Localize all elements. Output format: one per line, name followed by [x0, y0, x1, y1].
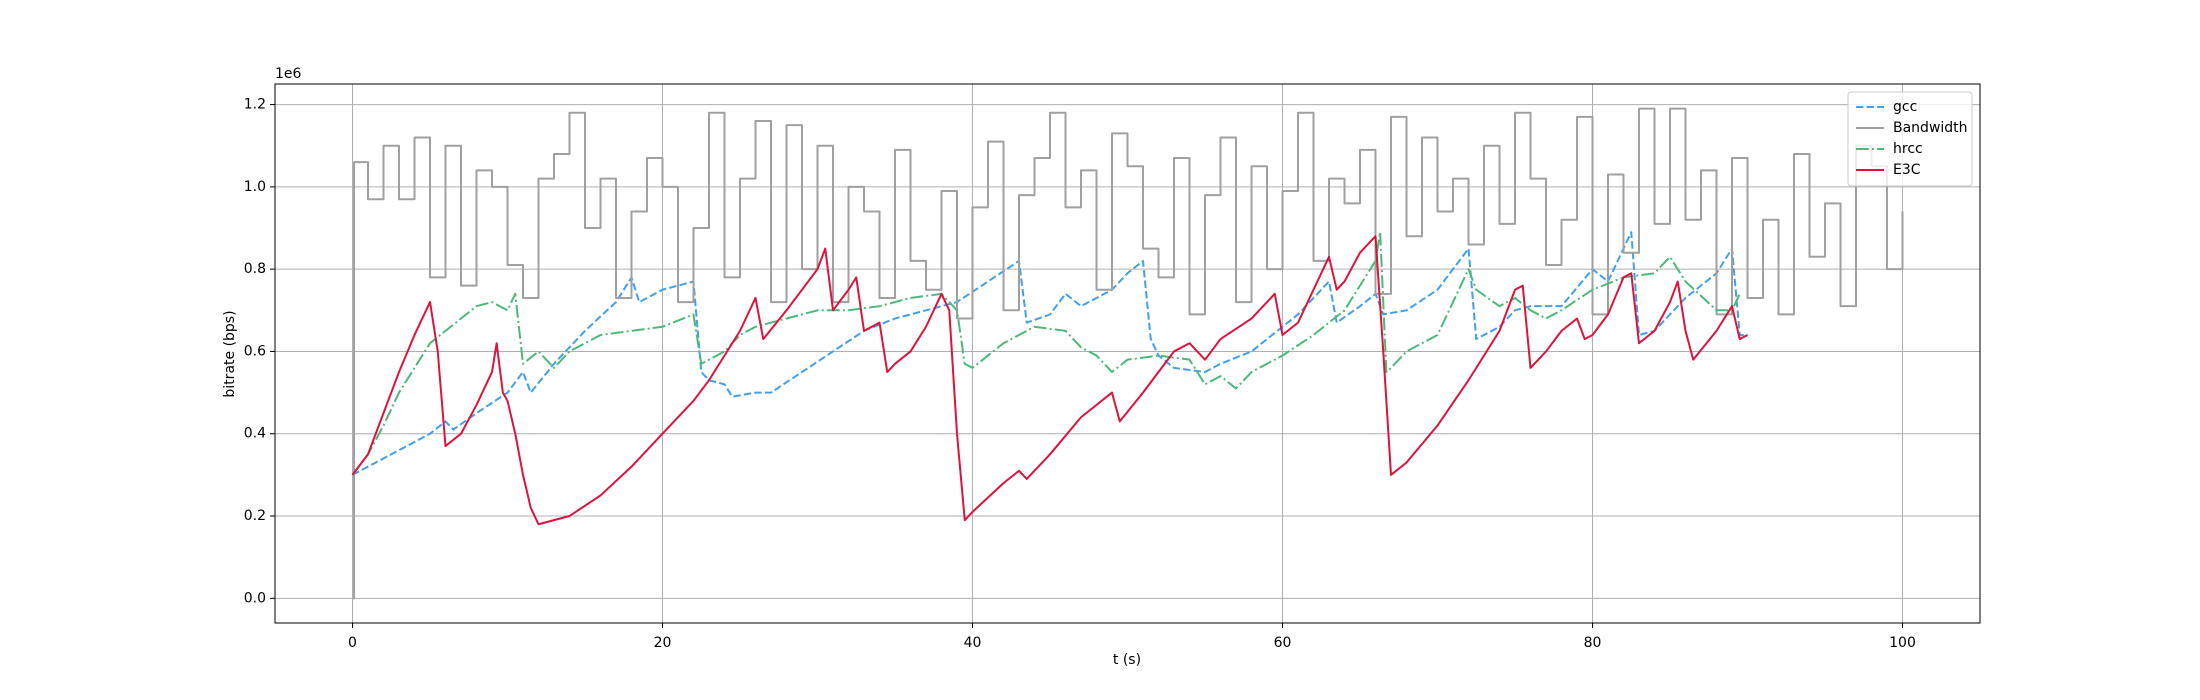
series-line: [352, 231, 1748, 476]
x-tick-label: 60: [1274, 635, 1292, 651]
y-tick-label: 0.6: [244, 343, 266, 359]
y-tick-label: 0.4: [244, 426, 266, 442]
x-tick-label: 0: [348, 635, 357, 651]
y-offset-label: 1e6: [275, 66, 302, 82]
legend-label: Bandwidth: [1893, 120, 1968, 136]
y-tick-label: 1.2: [244, 97, 266, 113]
x-tick-label: 20: [654, 635, 672, 651]
legend-label: gcc: [1893, 99, 1917, 115]
series-line: [352, 107, 1904, 600]
legend-label: hrcc: [1893, 141, 1923, 157]
plot-frame: [274, 83, 1981, 624]
x-tick-label: 100: [1889, 635, 1916, 651]
x-tick-label: 40: [964, 635, 982, 651]
x-tick-label: 80: [1584, 635, 1602, 651]
x-axis-label: t (s): [1113, 652, 1141, 668]
y-axis-label: bitrate (bps): [222, 310, 238, 397]
series-line: [351, 231, 1741, 476]
y-tick-label: 0.8: [244, 261, 266, 277]
legend-label: E3C: [1893, 162, 1921, 178]
legend-box: [1847, 91, 1973, 187]
y-tick-label: 1.0: [244, 179, 266, 195]
series-line: [351, 235, 1748, 526]
y-tick-label: 0.2: [244, 508, 266, 524]
y-tick-label: 0.0: [244, 590, 266, 606]
